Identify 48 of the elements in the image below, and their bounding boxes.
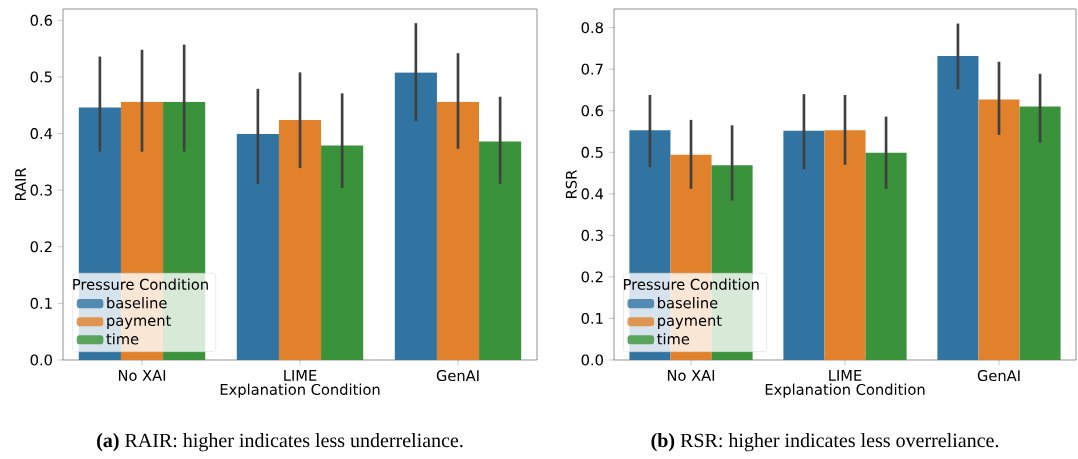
bar — [436, 101, 480, 360]
y-tick-label: 0.8 — [581, 22, 603, 34]
bar — [1019, 106, 1061, 360]
legend-label: payment — [658, 315, 722, 329]
x-tick-label: GenAI — [977, 370, 1020, 382]
y-tick-label: 0.4 — [30, 128, 53, 140]
y-axis-title: RAIR — [15, 167, 26, 201]
bar — [978, 99, 1020, 360]
y-tick-label: 0.2 — [581, 271, 603, 283]
legend-title: Pressure Condition — [73, 278, 208, 290]
y-tick-label: 0.4 — [581, 188, 604, 200]
y-axis-title: RSR — [565, 170, 577, 198]
x-axis-title: Explanation Condition — [220, 383, 380, 398]
y-tick-label: 0.5 — [30, 71, 52, 83]
x-tick-label: LIME — [284, 370, 317, 381]
text: (a) RAIR: higher indicates less underreliance. — [97, 433, 463, 452]
x-tick-label: GenAI — [436, 370, 479, 382]
bar — [278, 119, 322, 360]
legend-label: time — [106, 333, 139, 345]
y-tick-label: 0.0 — [30, 354, 52, 366]
bar — [479, 141, 522, 360]
legend-label: payment — [107, 315, 171, 329]
y-tick-label: 0.6 — [30, 14, 53, 26]
bar — [937, 55, 979, 360]
legend-title: Pressure Condition — [624, 278, 759, 290]
legend-label: time — [657, 333, 690, 345]
bar — [783, 130, 825, 360]
bar — [321, 145, 364, 360]
y-tick-label: 0.2 — [30, 241, 52, 253]
legend-label: baseline — [107, 297, 167, 309]
x-tick-label: No XAI — [118, 370, 166, 381]
y-tick-label: 0.1 — [30, 297, 52, 309]
y-tick-label: 0.6 — [581, 105, 604, 117]
bar — [865, 152, 907, 360]
y-tick-label: 0.0 — [581, 354, 603, 366]
x-tick-label: LIME — [829, 370, 862, 381]
legend-label: baseline — [658, 297, 718, 309]
y-tick-label: 0.3 — [581, 229, 603, 241]
x-axis-title: Explanation Condition — [765, 383, 925, 398]
y-tick-label: 0.1 — [581, 312, 603, 324]
bar — [236, 134, 279, 360]
y-tick-label: 0.5 — [581, 146, 603, 158]
bar — [394, 72, 437, 360]
x-tick-label: No XAI — [667, 370, 715, 381]
text: (b) RSR: higher indicates less overreliance. — [651, 433, 999, 452]
y-tick-label: 0.3 — [30, 184, 52, 196]
y-tick-label: 0.7 — [581, 63, 603, 75]
bar — [824, 130, 866, 360]
